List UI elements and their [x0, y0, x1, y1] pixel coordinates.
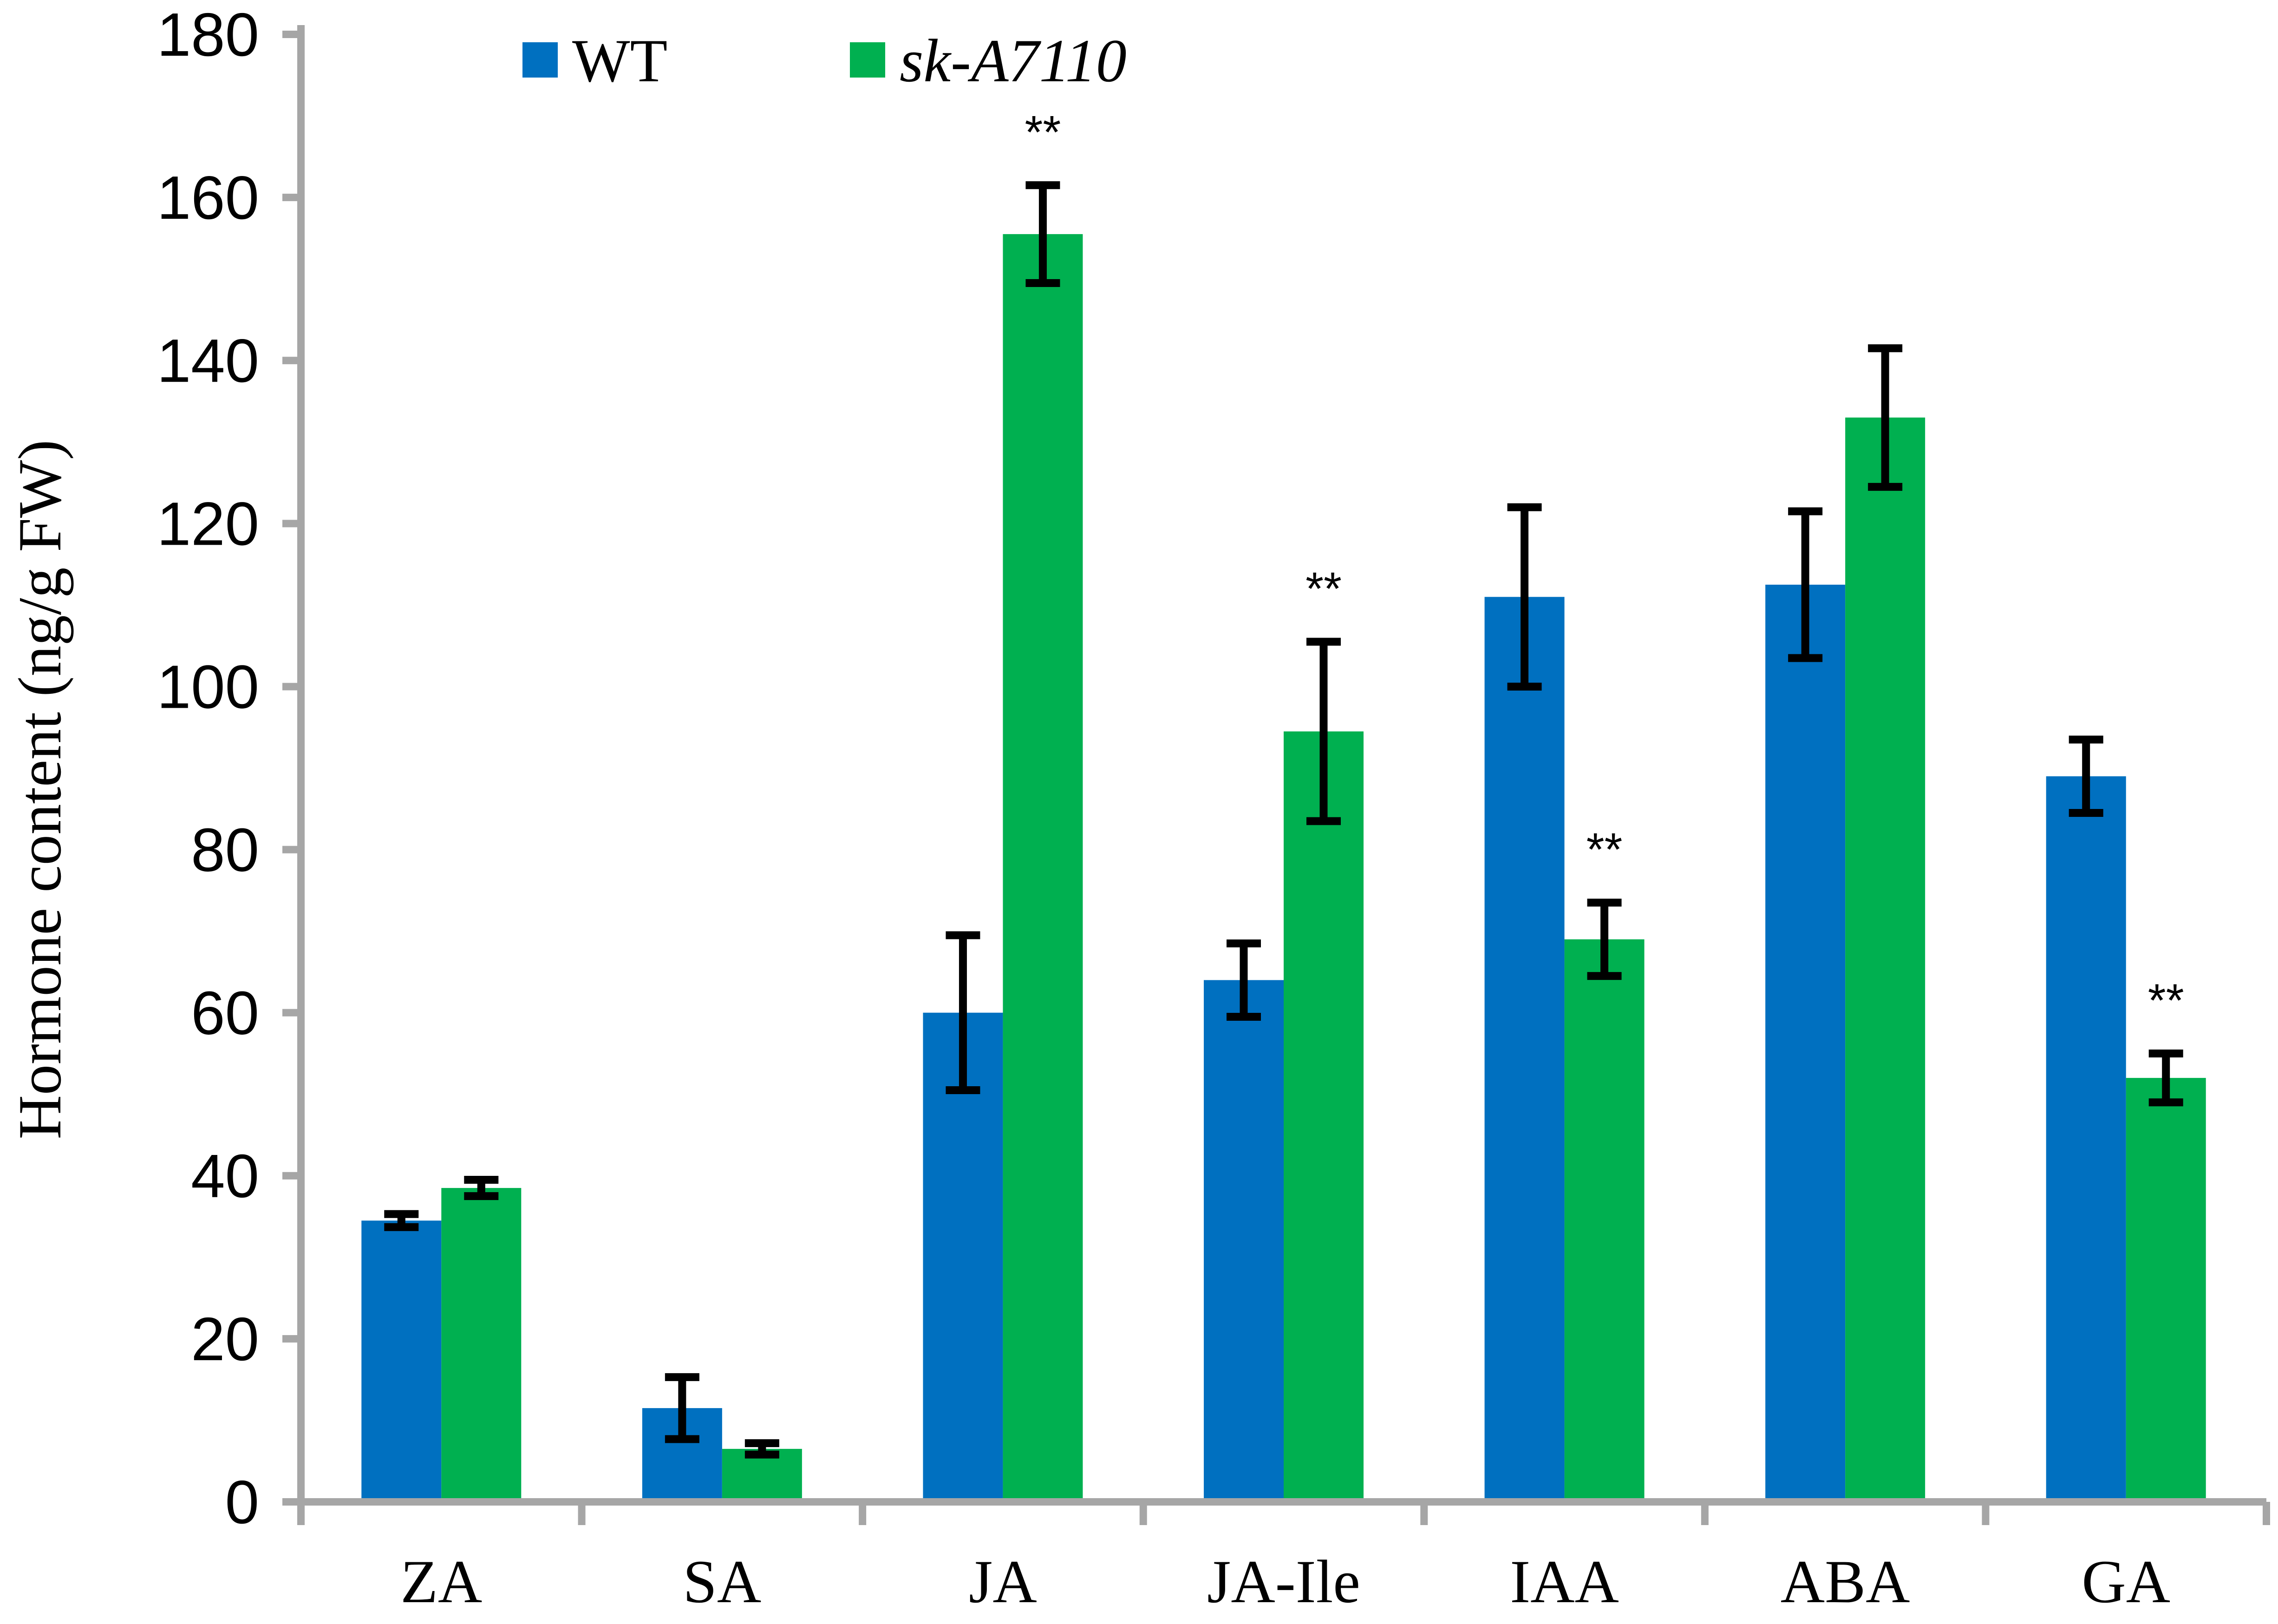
y-tick-label: 0	[225, 1468, 259, 1536]
bar-WT-JA-Ile	[1204, 980, 1284, 1498]
bar-sk-A7110-GA	[2126, 1078, 2206, 1498]
bar-sk-A7110-JA-Ile	[1284, 731, 1364, 1498]
significance-marker: **	[1025, 106, 1061, 158]
legend-swatch-WT	[522, 42, 558, 78]
legend: WT sk-A7110	[522, 26, 1127, 95]
legend-swatch-sk-A7110	[850, 42, 885, 78]
bars	[361, 234, 2206, 1499]
x-tick-label: SA	[683, 1547, 761, 1616]
bar-sk-A7110-ABA	[1845, 417, 1926, 1498]
x-tick-label: JA	[969, 1547, 1037, 1616]
legend-label-sk-A7110: sk-A7110	[900, 26, 1127, 95]
error-bars	[384, 181, 2183, 1459]
bar-WT-IAA	[1484, 597, 1565, 1498]
y-axis-title: Hormone content (ng/g FW)	[6, 440, 74, 1140]
x-tick-label: JA-Ile	[1207, 1547, 1360, 1616]
y-axis: 0 20 40 60 80 100 120 140 160 180	[157, 0, 305, 1536]
x-tick-label: IAA	[1510, 1547, 1619, 1616]
y-tick-label: 140	[157, 326, 259, 395]
bar-sk-A7110-JA	[1003, 234, 1083, 1499]
significance-marker: **	[1305, 563, 1342, 615]
y-tick-label: 120	[157, 489, 259, 558]
y-tick-label: 40	[191, 1142, 259, 1210]
x-axis: ZA SA JA JA-Ile IAA ABA GA	[297, 1498, 2270, 1616]
significance-marker: **	[1586, 824, 1623, 876]
bar-WT-ZA	[361, 1220, 442, 1498]
y-tick-label: 20	[191, 1305, 259, 1373]
y-tick-label: 160	[157, 163, 259, 232]
bar-sk-A7110-IAA	[1564, 939, 1645, 1498]
bar-WT-GA	[2046, 776, 2126, 1498]
x-tick-label: ABA	[1781, 1547, 1910, 1616]
legend-label-WT: WT	[572, 26, 667, 95]
bar-WT-ABA	[1765, 585, 1846, 1498]
x-tick-label: GA	[2082, 1547, 2170, 1616]
x-tick-label: ZA	[400, 1547, 482, 1616]
y-tick-label: 80	[191, 816, 259, 884]
y-tick-label: 60	[191, 979, 259, 1047]
y-tick-label: 180	[157, 0, 259, 69]
significance-marker: **	[2148, 974, 2184, 1026]
bar-sk-A7110-ZA	[441, 1188, 522, 1498]
significance-markers: ** ** ** **	[1025, 106, 2184, 1027]
y-tick-label: 100	[157, 652, 259, 721]
